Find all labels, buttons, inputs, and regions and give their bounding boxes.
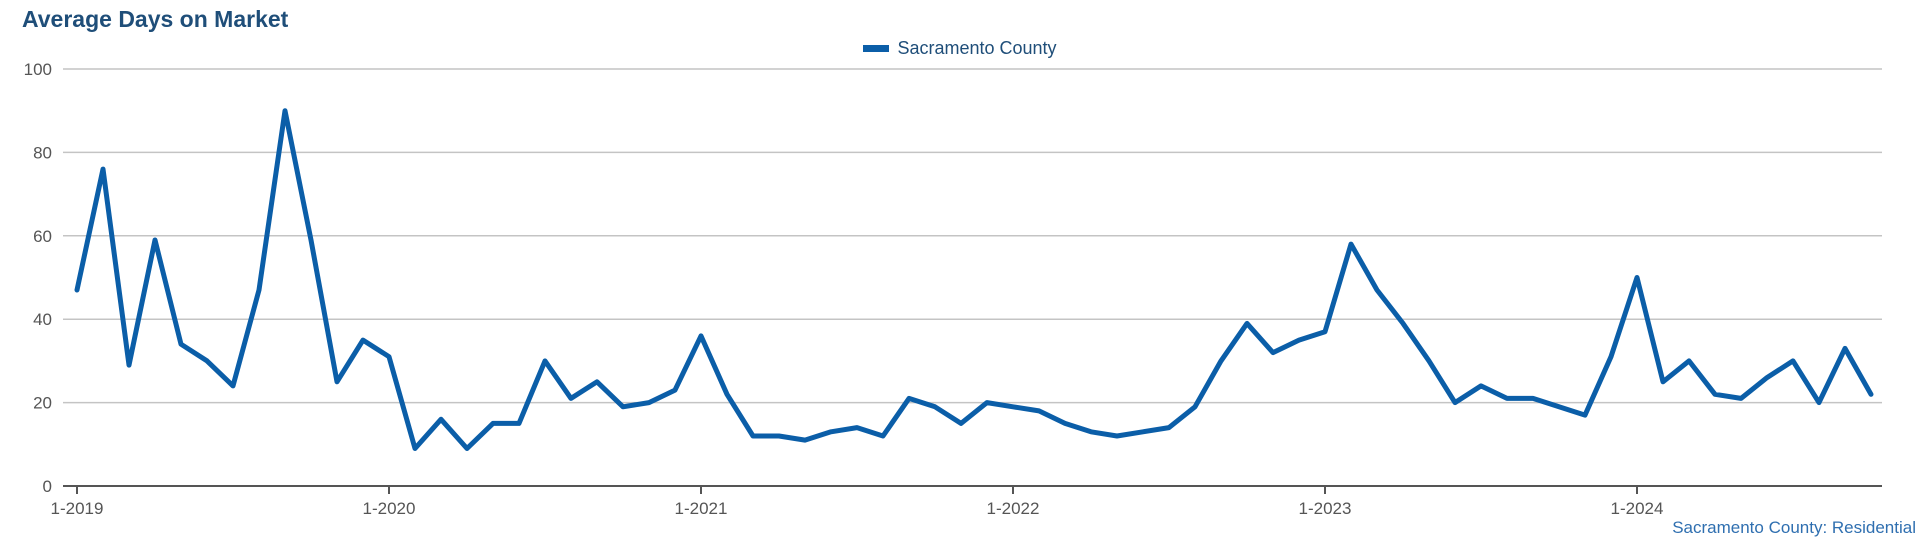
x-tick-label: 1-2024 xyxy=(1611,499,1664,518)
legend-item[interactable]: Sacramento County xyxy=(863,38,1057,59)
y-tick-label: 20 xyxy=(33,394,52,413)
series-line-sacramento-county xyxy=(74,108,1874,451)
legend-label: Sacramento County xyxy=(897,38,1057,58)
y-tick-label: 60 xyxy=(33,227,52,246)
legend: Sacramento County xyxy=(0,36,1920,59)
x-tick-label: 1-2021 xyxy=(675,499,728,518)
legend-swatch xyxy=(863,45,890,52)
chart-title: Average Days on Market xyxy=(22,6,289,32)
y-tick-label: 40 xyxy=(33,310,52,329)
x-tick-label: 1-2022 xyxy=(987,499,1040,518)
y-tick-label: 0 xyxy=(43,477,52,496)
x-tick-label: 1-2019 xyxy=(51,499,104,518)
source-note: Sacramento County: Residential xyxy=(1672,518,1916,537)
x-tick-label: 1-2020 xyxy=(363,499,416,518)
y-tick-label: 100 xyxy=(24,60,52,79)
x-tick-label: 1-2023 xyxy=(1299,499,1352,518)
y-tick-label: 80 xyxy=(33,143,52,162)
